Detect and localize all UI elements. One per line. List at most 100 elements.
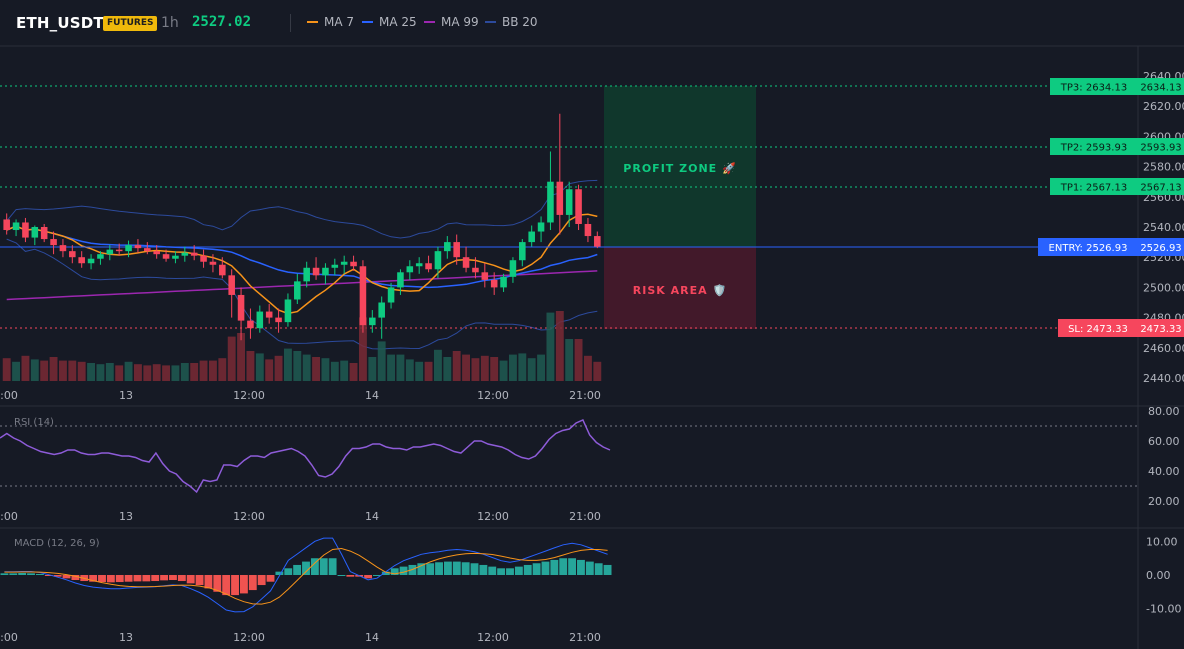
tp3-tag[interactable] bbox=[1050, 78, 1138, 95]
bb20-swatch bbox=[485, 21, 496, 23]
candle-body bbox=[490, 279, 498, 288]
candle-body bbox=[134, 245, 142, 249]
ma99-swatch bbox=[424, 21, 435, 23]
macd-hist-bar bbox=[106, 575, 115, 583]
candle-body bbox=[40, 227, 48, 240]
volume-bar bbox=[424, 361, 433, 381]
tp1-axis-tag bbox=[1138, 178, 1184, 195]
volume-bar bbox=[509, 354, 517, 381]
last-price: 2527.02 bbox=[192, 14, 252, 30]
macd-hist-bar bbox=[71, 575, 80, 581]
legend-ma99-label: MA 99 bbox=[441, 15, 479, 29]
volume-bar bbox=[537, 354, 545, 381]
candle-body bbox=[378, 302, 385, 318]
rsi-tick-label: 80.00 bbox=[1148, 405, 1180, 418]
candle-body bbox=[340, 261, 348, 265]
macd-hist-bar bbox=[53, 575, 62, 577]
macd-hist-bar bbox=[213, 575, 222, 592]
volume-bar bbox=[330, 361, 339, 381]
macd-hist-bar bbox=[18, 572, 27, 575]
candle-body bbox=[462, 257, 470, 268]
candle-body bbox=[247, 320, 254, 329]
price-axis[interactable]: 2640.002620.002600.002580.002560.002540.… bbox=[1143, 70, 1184, 385]
timeframe-selector[interactable]: 1h bbox=[161, 15, 179, 31]
macd-hist-bar bbox=[559, 558, 568, 575]
macd-hist-bar bbox=[506, 568, 514, 575]
volume-bar bbox=[321, 358, 330, 381]
ma25-swatch bbox=[362, 21, 373, 23]
time-axis-main[interactable]: 12:00 13 12:00 14 12:00 21:00 bbox=[0, 389, 601, 402]
volume-bar bbox=[162, 365, 170, 381]
legend-ma25[interactable]: MA 25 bbox=[362, 15, 417, 29]
volume-bar bbox=[284, 348, 292, 381]
macd-hist-bar bbox=[0, 573, 9, 575]
macd-hist-bar bbox=[169, 575, 177, 581]
volume-bar bbox=[377, 341, 386, 381]
volume-bar bbox=[518, 353, 527, 381]
macd-hist-bar bbox=[577, 559, 585, 575]
volume-bar bbox=[443, 357, 452, 381]
time-tick-label: 13 bbox=[119, 510, 133, 523]
candle-body bbox=[406, 266, 414, 273]
macd-hist-bar bbox=[479, 564, 488, 575]
candle-body bbox=[584, 223, 592, 237]
macd-hist-bar bbox=[275, 571, 284, 575]
candle-body bbox=[509, 260, 517, 277]
tp2-axis-tag bbox=[1138, 138, 1184, 155]
candle-body bbox=[228, 275, 235, 295]
volume-bar bbox=[171, 365, 180, 381]
time-tick-label: 21:00 bbox=[569, 631, 601, 644]
candle-body bbox=[22, 222, 29, 238]
tp1-tag[interactable] bbox=[1050, 178, 1138, 195]
macd-hist-bar bbox=[195, 575, 204, 586]
legend-bb20[interactable]: BB 20 bbox=[485, 15, 538, 29]
volume-bar bbox=[312, 357, 320, 381]
entry-tag[interactable] bbox=[1038, 238, 1138, 256]
macd-hist-bar bbox=[310, 558, 319, 575]
volume-bar bbox=[143, 365, 152, 381]
candle-body bbox=[284, 299, 292, 323]
candle-body bbox=[31, 227, 39, 238]
macd-hist-bar bbox=[98, 575, 106, 583]
macd-hist-bar bbox=[399, 566, 408, 575]
volume-bar bbox=[405, 359, 414, 381]
rsi-axis[interactable]: 80.00 60.00 40.00 20.00 bbox=[1148, 405, 1180, 508]
candle-body bbox=[453, 242, 460, 258]
candle-body bbox=[209, 261, 217, 265]
symbol-name[interactable]: ETH_USDT bbox=[16, 14, 104, 32]
time-tick-label: 14 bbox=[365, 389, 379, 402]
macd-line bbox=[4, 537, 608, 613]
rsi-line bbox=[0, 419, 611, 494]
volume-bar bbox=[471, 358, 480, 381]
price-tick-label: 2500.00 bbox=[1143, 281, 1184, 294]
candle-body bbox=[153, 251, 160, 255]
bb-upper-line bbox=[6, 179, 598, 239]
candle-body bbox=[294, 281, 301, 300]
volume-bar bbox=[584, 355, 592, 381]
price-tick-label: 2540.00 bbox=[1143, 221, 1184, 234]
candle-body bbox=[256, 311, 264, 329]
legend-ma99[interactable]: MA 99 bbox=[424, 15, 479, 29]
volume-bar bbox=[199, 360, 208, 381]
volume-bar bbox=[30, 359, 39, 381]
macd-hist-bar bbox=[266, 575, 275, 582]
time-tick-label: 12:00 bbox=[477, 389, 509, 402]
profit-zone-label: PROFIT ZONE 🚀 bbox=[623, 162, 736, 175]
candle-body bbox=[415, 263, 423, 267]
futures-badge: FUTURES bbox=[103, 16, 158, 31]
candle-body bbox=[472, 267, 479, 273]
volume-bar bbox=[434, 349, 442, 381]
macd-hist-bar bbox=[541, 561, 550, 575]
entry-axis-tag bbox=[1138, 238, 1184, 256]
candle-body bbox=[125, 245, 132, 252]
sl-tag[interactable] bbox=[1058, 319, 1138, 337]
profit-zone bbox=[604, 86, 756, 247]
legend-ma7[interactable]: MA 7 bbox=[307, 15, 354, 29]
macd-axis[interactable]: 10.00 0.00 -10.00 bbox=[1146, 536, 1181, 616]
tp2-tag[interactable] bbox=[1050, 138, 1138, 155]
volume-bar bbox=[105, 363, 114, 381]
legend-bb20-label: BB 20 bbox=[502, 15, 538, 29]
entry-axis-label: 2526.93 bbox=[1140, 243, 1181, 254]
rsi-tick-label: 20.00 bbox=[1148, 495, 1180, 508]
